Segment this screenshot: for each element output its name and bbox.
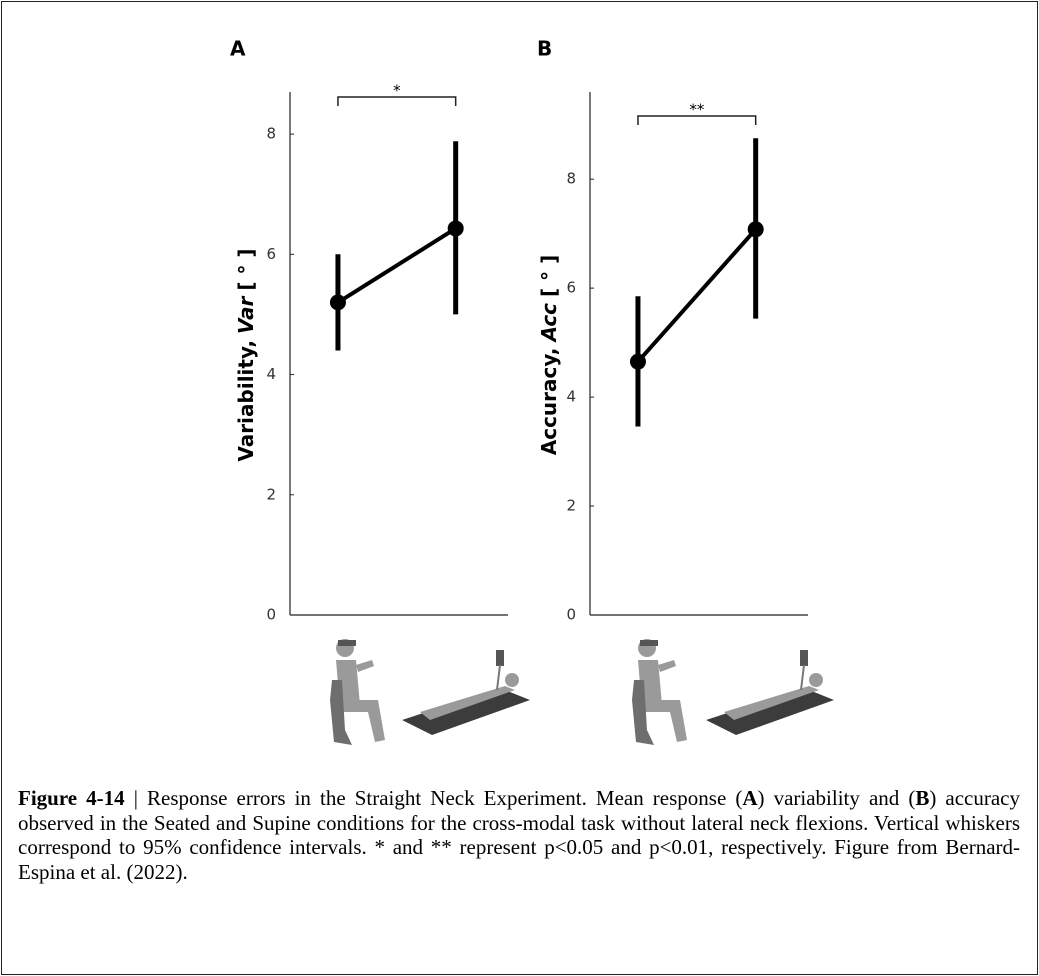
- caption: Figure 4-14 | Response errors in the Str…: [18, 786, 1020, 884]
- figure: 0 2 4 6 8 Variability, Var [ ° ] A * 0 2 4 6 8 Accuracy…: [230, 37, 834, 745]
- caption-text: ) accuracy observed in the Seated and Su…: [18, 786, 1026, 884]
- y-tick-label: 6: [566, 279, 576, 297]
- y-label-text: Accuracy,: [537, 348, 561, 456]
- caption-bold: Figure 4-14: [18, 786, 125, 810]
- y-label-text: Variability,: [234, 340, 258, 462]
- significance-label: *: [393, 82, 401, 100]
- y-tick-label: 4: [566, 388, 576, 406]
- mean-line: [336, 226, 457, 305]
- y-tick-label: 6: [266, 245, 276, 263]
- y-tick-label: 0: [266, 606, 276, 624]
- mean-point: [747, 221, 764, 238]
- y-axis-label: Variability, Var [ ° ]: [234, 248, 258, 461]
- panel-label: A: [230, 37, 246, 61]
- mean-point: [447, 220, 464, 237]
- illustration: [330, 639, 834, 745]
- caption-bold: B: [915, 786, 930, 810]
- caption-text: | Response errors in the Straight Neck E…: [124, 786, 743, 810]
- y-label-italic: Acc: [537, 303, 561, 344]
- y-label-unit: [ ° ]: [234, 248, 258, 290]
- y-tick-label: 4: [266, 365, 276, 383]
- y-tick-label: 2: [266, 485, 276, 503]
- mean-line: [636, 227, 758, 364]
- y-tick-label: 2: [566, 497, 576, 515]
- y-axis-label: Accuracy, Acc [ ° ]: [537, 255, 561, 456]
- significance-label: **: [689, 101, 705, 119]
- panel-label: B: [537, 37, 552, 61]
- y-label-unit: [ ° ]: [537, 255, 561, 297]
- y-tick-label: 0: [566, 606, 576, 624]
- y-tick-label: 8: [266, 125, 276, 143]
- y-tick-label: 8: [566, 170, 576, 188]
- significance-bracket: [337, 96, 457, 106]
- mean-point: [629, 353, 646, 370]
- caption-text: ) variability and (: [757, 786, 916, 810]
- mean-point: [329, 294, 346, 311]
- significance-bracket: [637, 115, 757, 125]
- y-label-italic: Var: [234, 296, 258, 334]
- caption-bold: A: [742, 786, 758, 810]
